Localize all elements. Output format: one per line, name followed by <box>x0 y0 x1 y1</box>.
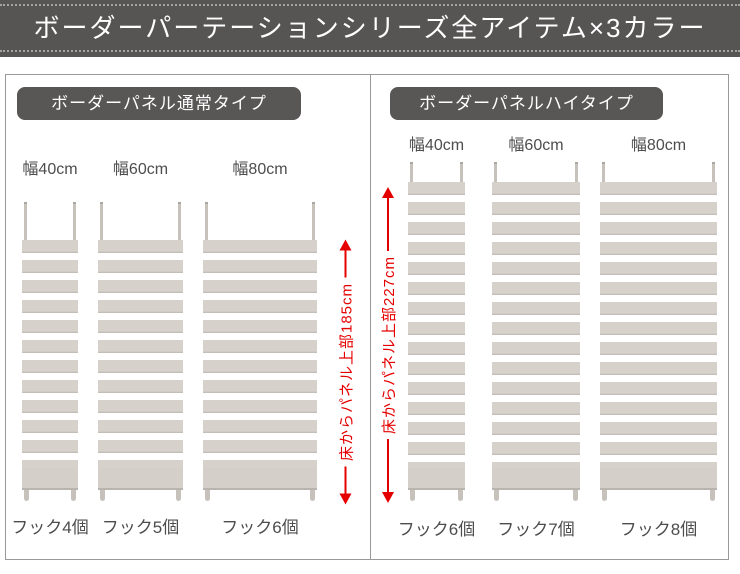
ladder-foot-left <box>205 490 210 501</box>
ladder-foot-left <box>494 490 499 501</box>
ladder-foot-right <box>573 490 578 501</box>
page-title: ボーダーパーテーションシリーズ全アイテム×3カラー <box>33 13 707 43</box>
width-label-80cm: 幅80cm <box>232 161 288 178</box>
arrow-down-icon <box>339 493 352 505</box>
ladder-bottom-rail <box>408 468 465 490</box>
arrow-line <box>344 250 347 278</box>
stitch-line-bottom <box>0 50 740 52</box>
ladder-bottom-rail <box>98 468 183 490</box>
ladder-foot-right <box>310 490 315 501</box>
ladder-pole-right <box>460 162 463 186</box>
panel-divider <box>370 75 371 559</box>
ladder-body <box>203 240 317 490</box>
partition-panel-normal-60cm <box>98 202 183 501</box>
hook-count-label: フック6個 <box>221 518 299 537</box>
hook-count-label: フック5個 <box>101 518 180 537</box>
ladder-bottom-rail <box>600 468 717 490</box>
ladder-foot-right <box>458 490 463 501</box>
ladder-pole-right <box>73 202 76 242</box>
panel-normal-type: ボーダーパネル通常タイプ 幅40cm 幅60cm 幅80cm <box>6 75 370 559</box>
ladder-pole-left <box>100 202 103 242</box>
ladder-body <box>600 182 717 490</box>
arrow-line <box>344 466 347 494</box>
arrow-line <box>387 439 389 492</box>
hook-count-label: フック7個 <box>497 520 575 539</box>
ladder-body <box>492 182 580 490</box>
ladder-pole-left <box>24 202 27 242</box>
ladder-bottom-rail <box>22 468 78 490</box>
height-measure-arrow-185cm: 床からパネル上部185cm <box>337 239 355 505</box>
ladder-foot-right <box>710 490 715 501</box>
partition-panel-high-40cm <box>408 162 465 501</box>
hook-count-label: フック6個 <box>397 520 476 539</box>
ladder-foot-right <box>71 490 76 501</box>
ladder-pole-left <box>494 162 497 186</box>
ladder-foot-left <box>24 490 29 501</box>
ladder-foot-left <box>602 490 607 501</box>
arrow-line <box>387 198 389 251</box>
width-label-60cm: 幅60cm <box>112 161 169 178</box>
height-measure-arrow-227cm: 床からパネル上部227cm <box>379 187 398 503</box>
width-label-40cm: 幅40cm <box>22 161 78 178</box>
partition-panel-high-80cm <box>600 162 717 501</box>
height-note: 床からパネル上部185cm <box>338 282 355 462</box>
width-label-80cm: 幅80cm <box>630 137 687 154</box>
ladder-foot-left <box>100 490 105 501</box>
hook-count-label: フック8個 <box>619 520 698 539</box>
ladder-pole-right <box>312 202 315 242</box>
ladder-pole-right <box>575 162 578 186</box>
partition-panel-normal-40cm <box>22 202 78 501</box>
ladder-pole-left <box>410 162 413 186</box>
arrow-down-icon <box>382 492 394 503</box>
arrow-up-icon <box>339 239 352 251</box>
height-note: 床からパネル上部227cm <box>380 255 398 435</box>
high-type-badge: ボーダーパネルハイタイプ <box>390 87 663 120</box>
panel-high-type: ボーダーパネルハイタイプ 幅40cm 幅60cm 幅80cm <box>371 75 730 559</box>
header-banner: ボーダーパーテーションシリーズ全アイテム×3カラー <box>0 0 740 57</box>
partition-panel-high-60cm <box>492 162 580 501</box>
ladder-body <box>98 240 183 490</box>
ladder-bottom-rail <box>203 468 317 490</box>
ladder-pole-right <box>712 162 715 186</box>
content-board: ボーダーパネル通常タイプ 幅40cm 幅60cm 幅80cm <box>5 74 729 560</box>
ladder-body <box>408 182 465 490</box>
ladder-pole-left <box>205 202 208 242</box>
normal-type-badge: ボーダーパネル通常タイプ <box>17 87 301 120</box>
ladder-foot-left <box>410 490 415 501</box>
ladder-pole-left <box>602 162 605 186</box>
width-label-60cm: 幅60cm <box>508 137 564 154</box>
arrow-up-icon <box>382 187 394 198</box>
ladder-foot-right <box>176 490 181 501</box>
width-label-40cm: 幅40cm <box>408 137 465 154</box>
ladder-bottom-rail <box>492 468 580 490</box>
partition-panel-normal-80cm <box>203 202 317 501</box>
ladder-pole-right <box>178 202 181 242</box>
stitch-line-top <box>0 4 740 6</box>
ladder-body <box>22 240 78 490</box>
hook-count-label: フック4個 <box>11 518 89 537</box>
